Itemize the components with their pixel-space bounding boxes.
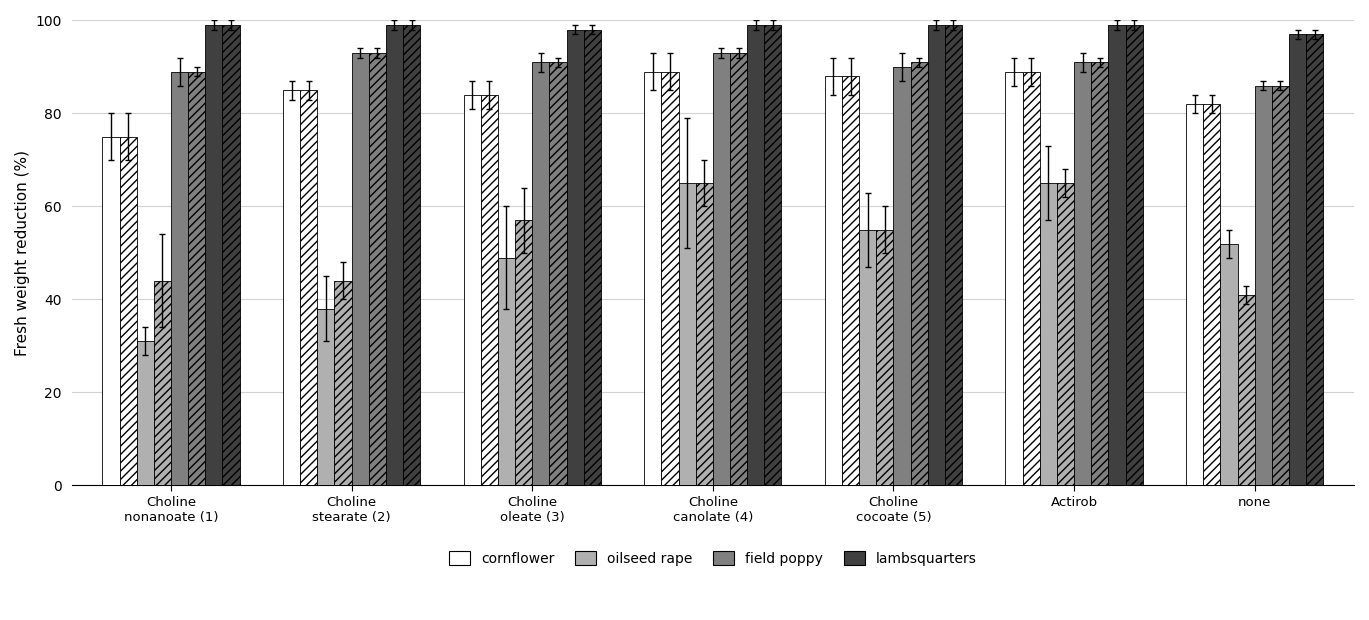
Bar bbox=[824, 76, 842, 485]
Bar bbox=[1220, 244, 1238, 485]
Bar bbox=[910, 63, 928, 485]
Bar bbox=[1109, 25, 1125, 485]
Bar bbox=[945, 25, 962, 485]
Bar bbox=[1272, 86, 1290, 485]
Bar bbox=[1125, 25, 1143, 485]
Bar bbox=[368, 53, 386, 485]
Bar bbox=[713, 53, 730, 485]
Bar bbox=[894, 67, 910, 485]
Bar bbox=[153, 281, 171, 485]
Bar bbox=[1203, 104, 1220, 485]
Bar bbox=[481, 95, 498, 485]
Bar bbox=[205, 25, 223, 485]
Bar bbox=[533, 63, 549, 485]
Bar bbox=[171, 72, 188, 485]
Bar bbox=[1023, 72, 1039, 485]
Bar bbox=[1186, 104, 1203, 485]
Bar bbox=[1039, 184, 1057, 485]
Bar bbox=[1238, 295, 1254, 485]
Bar bbox=[549, 63, 567, 485]
Bar bbox=[876, 230, 894, 485]
Bar bbox=[567, 30, 583, 485]
Bar bbox=[860, 230, 876, 485]
Bar bbox=[1005, 72, 1023, 485]
Bar bbox=[1306, 35, 1324, 485]
Y-axis label: Fresh weight reduction (%): Fresh weight reduction (%) bbox=[15, 150, 30, 356]
Bar bbox=[661, 72, 679, 485]
Bar bbox=[515, 221, 533, 485]
Bar bbox=[645, 72, 661, 485]
Bar bbox=[764, 25, 782, 485]
Bar bbox=[1057, 184, 1075, 485]
Bar bbox=[137, 342, 153, 485]
Bar bbox=[352, 53, 368, 485]
Bar bbox=[928, 25, 945, 485]
Bar bbox=[464, 95, 481, 485]
Bar bbox=[188, 72, 205, 485]
Bar bbox=[103, 137, 119, 485]
Bar bbox=[119, 137, 137, 485]
Bar bbox=[1254, 86, 1272, 485]
Bar bbox=[334, 281, 352, 485]
Bar bbox=[842, 76, 860, 485]
Bar bbox=[300, 91, 318, 485]
Bar bbox=[223, 25, 240, 485]
Bar bbox=[386, 25, 402, 485]
Bar bbox=[1290, 35, 1306, 485]
Bar bbox=[730, 53, 747, 485]
Bar bbox=[583, 30, 601, 485]
Bar bbox=[1091, 63, 1109, 485]
Bar bbox=[695, 184, 713, 485]
Bar bbox=[679, 184, 695, 485]
Bar bbox=[283, 91, 300, 485]
Legend: cornflower, oilseed rape, field poppy, lambsquarters: cornflower, oilseed rape, field poppy, l… bbox=[444, 546, 983, 572]
Bar bbox=[747, 25, 764, 485]
Bar bbox=[1075, 63, 1091, 485]
Bar bbox=[318, 309, 334, 485]
Bar bbox=[402, 25, 420, 485]
Bar bbox=[498, 258, 515, 485]
